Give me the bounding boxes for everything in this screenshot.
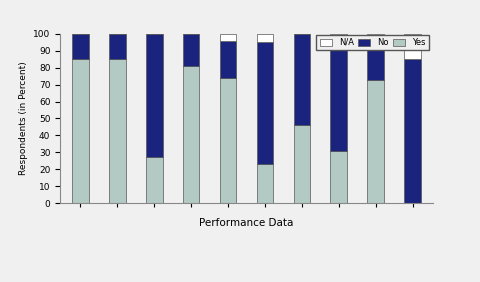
Bar: [256, 164, 273, 203]
Bar: [367, 34, 383, 42]
Bar: [109, 34, 125, 59]
Bar: [367, 42, 383, 80]
Bar: [404, 34, 420, 59]
Bar: [219, 34, 236, 41]
Bar: [109, 59, 125, 203]
Bar: [256, 34, 273, 42]
Bar: [330, 151, 347, 203]
Bar: [145, 34, 162, 157]
Bar: [330, 42, 347, 151]
Bar: [182, 66, 199, 203]
Bar: [293, 125, 310, 203]
Bar: [145, 157, 162, 203]
Bar: [330, 34, 347, 42]
X-axis label: Performance Data: Performance Data: [199, 218, 293, 228]
Bar: [404, 59, 420, 203]
Bar: [72, 59, 88, 203]
Bar: [219, 41, 236, 78]
Bar: [72, 34, 88, 59]
Bar: [182, 34, 199, 66]
Bar: [367, 80, 383, 203]
Bar: [256, 42, 273, 164]
Y-axis label: Respondents (in Percent): Respondents (in Percent): [19, 61, 27, 175]
Bar: [219, 78, 236, 203]
Bar: [293, 34, 310, 125]
Legend: N/A, No, Yes: N/A, No, Yes: [315, 35, 428, 50]
